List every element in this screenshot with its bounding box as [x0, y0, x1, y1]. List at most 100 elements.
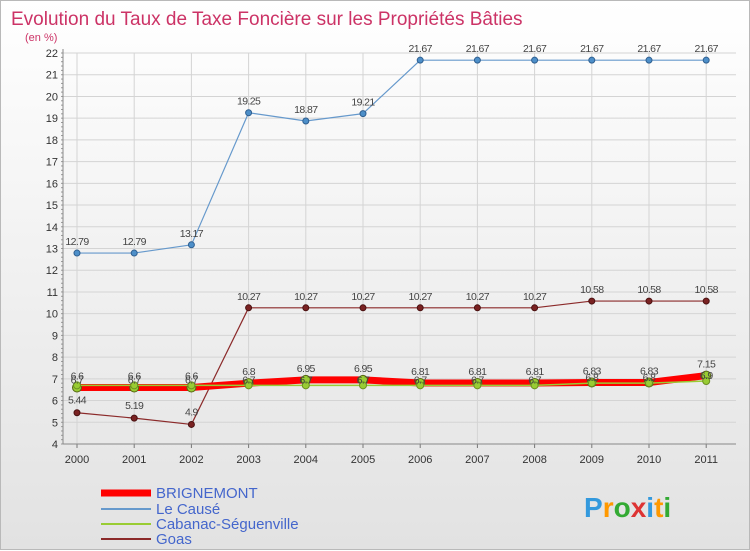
- logo-letter: o: [614, 492, 631, 523]
- axes: 4 5 6 7 8 9 10 11 12 13 14 15 16 17 18 19 20 21 22 2000 2001…: [46, 48, 736, 466]
- data-label-cabanac-s-guenville-2003: 6.7: [242, 374, 256, 386]
- data-label-le-caus--2009: 21.67: [580, 43, 604, 55]
- data-label-brignemont-2009: 6.83: [583, 366, 602, 378]
- y-tick-label-6: 6: [52, 396, 58, 408]
- y-tick-label-5: 5: [52, 417, 58, 429]
- data-labels: 6.6 6.6 6.6 6.8 6.95 6.95 6.81 6.81 6.81 6.83 6.83…: [65, 43, 719, 418]
- data-point-le-caus--2003: [245, 109, 253, 117]
- data-label-goas-2002: 4.9: [185, 406, 199, 418]
- data-point-le-caus--2007: [473, 56, 481, 64]
- data-label-goas-2003: 10.27: [237, 291, 261, 303]
- data-label-le-caus--2002: 13.17: [180, 228, 204, 240]
- data-label-brignemont-2005: 6.95: [354, 363, 373, 375]
- data-point-goas-2003: [245, 304, 253, 312]
- data-label-brignemont-2007: 6.81: [468, 366, 487, 378]
- data-point-goas-2008: [531, 304, 539, 312]
- series-line-cabanac-s-guenville: [77, 380, 707, 387]
- y-tick-label-20: 20: [46, 91, 58, 103]
- y-tick-label-16: 16: [46, 178, 58, 190]
- data-point-cabanac-s-guenville-2011: [702, 377, 711, 386]
- y-tick-label-7: 7: [52, 374, 58, 386]
- series-le-caus-: [73, 56, 710, 257]
- data-label-le-caus--2008: 21.67: [523, 43, 547, 55]
- data-point-le-caus--2008: [531, 56, 539, 64]
- data-point-cabanac-s-guenville-2002: [187, 381, 196, 390]
- data-label-goas-2006: 10.27: [409, 291, 433, 303]
- data-label-brignemont-2000: 6.6: [71, 371, 85, 383]
- y-tick-label-4: 4: [52, 439, 58, 451]
- x-tick-label-2011: 2011: [694, 454, 718, 466]
- data-label-goas-2009: 10.58: [580, 284, 604, 296]
- y-tick-label-9: 9: [52, 330, 58, 342]
- data-label-goas-2004: 10.27: [294, 291, 318, 303]
- y-tick-label-10: 10: [46, 309, 58, 321]
- x-tick-label-2005: 2005: [351, 454, 375, 466]
- data-label-cabanac-s-guenville-2000: 6.7: [71, 374, 85, 386]
- y-tick-label-13: 13: [46, 244, 58, 256]
- data-point-goas-2001: [130, 414, 138, 422]
- data-point-goas-2005: [359, 304, 367, 312]
- y-tick-label-22: 22: [46, 48, 58, 60]
- x-tick-label-2008: 2008: [522, 454, 546, 466]
- logo-letter: t: [654, 492, 663, 523]
- logo-letter: i: [663, 492, 671, 523]
- y-tick-label-8: 8: [52, 352, 58, 364]
- y-tick-label-18: 18: [46, 135, 58, 147]
- data-label-le-caus--2010: 21.67: [637, 43, 661, 55]
- data-label-cabanac-s-guenville-2011: 6.9: [700, 370, 714, 382]
- logo-letter: r: [603, 492, 614, 523]
- series-group: 6.6 6.6 6.6 6.8 6.95 6.95 6.81 6.81 6.81 6.83 6.83…: [65, 43, 719, 428]
- data-label-le-caus--2005: 19.21: [351, 97, 375, 109]
- x-tick-label-2002: 2002: [179, 454, 203, 466]
- logo-letter: P: [584, 492, 603, 523]
- data-point-goas-2004: [302, 304, 310, 312]
- data-label-cabanac-s-guenville-2002: 6.7: [185, 374, 199, 386]
- data-label-goas-2010: 10.58: [637, 284, 661, 296]
- data-label-cabanac-s-guenville-2004: 6.7: [299, 374, 313, 386]
- series-brignemont: [72, 370, 712, 393]
- data-point-le-caus--2010: [645, 56, 653, 64]
- x-tick-label-2001: 2001: [122, 454, 146, 466]
- data-label-cabanac-s-guenville-2007: 6.7: [471, 374, 485, 386]
- data-label-cabanac-s-guenville-2009: 6.8: [585, 372, 599, 384]
- data-label-brignemont-2002: 6.6: [185, 371, 199, 383]
- data-label-brignemont-2011: 7.15: [697, 359, 716, 371]
- data-label-brignemont-2010: 6.83: [640, 366, 659, 378]
- data-point-cabanac-s-guenville-2010: [645, 379, 653, 388]
- x-tick-label-2010: 2010: [637, 454, 661, 466]
- data-point-goas-2007: [473, 304, 481, 312]
- data-point-cabanac-s-guenville-2004: [301, 381, 310, 390]
- data-point-cabanac-s-guenville-2000: [73, 381, 81, 390]
- x-tick-label-2004: 2004: [294, 454, 318, 466]
- y-axis-unit: (en %): [25, 32, 57, 44]
- data-point-goas-2011: [702, 297, 710, 305]
- data-label-cabanac-s-guenville-2010: 6.8: [643, 372, 657, 384]
- data-point-goas-2000: [73, 409, 81, 417]
- data-point-le-caus--2006: [416, 56, 424, 64]
- data-label-le-caus--2000: 12.79: [65, 236, 89, 248]
- legend-label-brignemont: BRIGNEMONT: [156, 485, 258, 502]
- data-label-brignemont-2008: 6.81: [526, 366, 545, 378]
- data-label-brignemont-2003: 6.8: [242, 366, 256, 378]
- data-point-cabanac-s-guenville-2007: [473, 381, 482, 390]
- data-point-le-caus--2002: [187, 241, 195, 249]
- data-label-le-caus--2006: 21.67: [409, 43, 433, 55]
- data-point-cabanac-s-guenville-2009: [587, 379, 596, 388]
- proxiti-logo: Proxiti: [584, 492, 671, 523]
- data-point-cabanac-s-guenville-2005: [359, 381, 367, 390]
- y-tick-label-12: 12: [46, 265, 58, 277]
- data-point-le-caus--2004: [302, 117, 310, 125]
- data-point-le-caus--2000: [73, 249, 81, 257]
- data-label-le-caus--2004: 18.87: [294, 104, 318, 116]
- data-point-goas-2009: [588, 297, 596, 305]
- data-label-brignemont-2006: 6.81: [411, 366, 430, 378]
- data-label-le-caus--2007: 21.67: [466, 43, 490, 55]
- data-label-goas-2000: 5.44: [68, 395, 87, 407]
- data-label-cabanac-s-guenville-2006: 6.7: [414, 374, 428, 386]
- data-label-le-caus--2011: 21.67: [695, 43, 719, 55]
- y-tick-label-11: 11: [47, 287, 58, 299]
- y-tick-label-17: 17: [46, 157, 58, 169]
